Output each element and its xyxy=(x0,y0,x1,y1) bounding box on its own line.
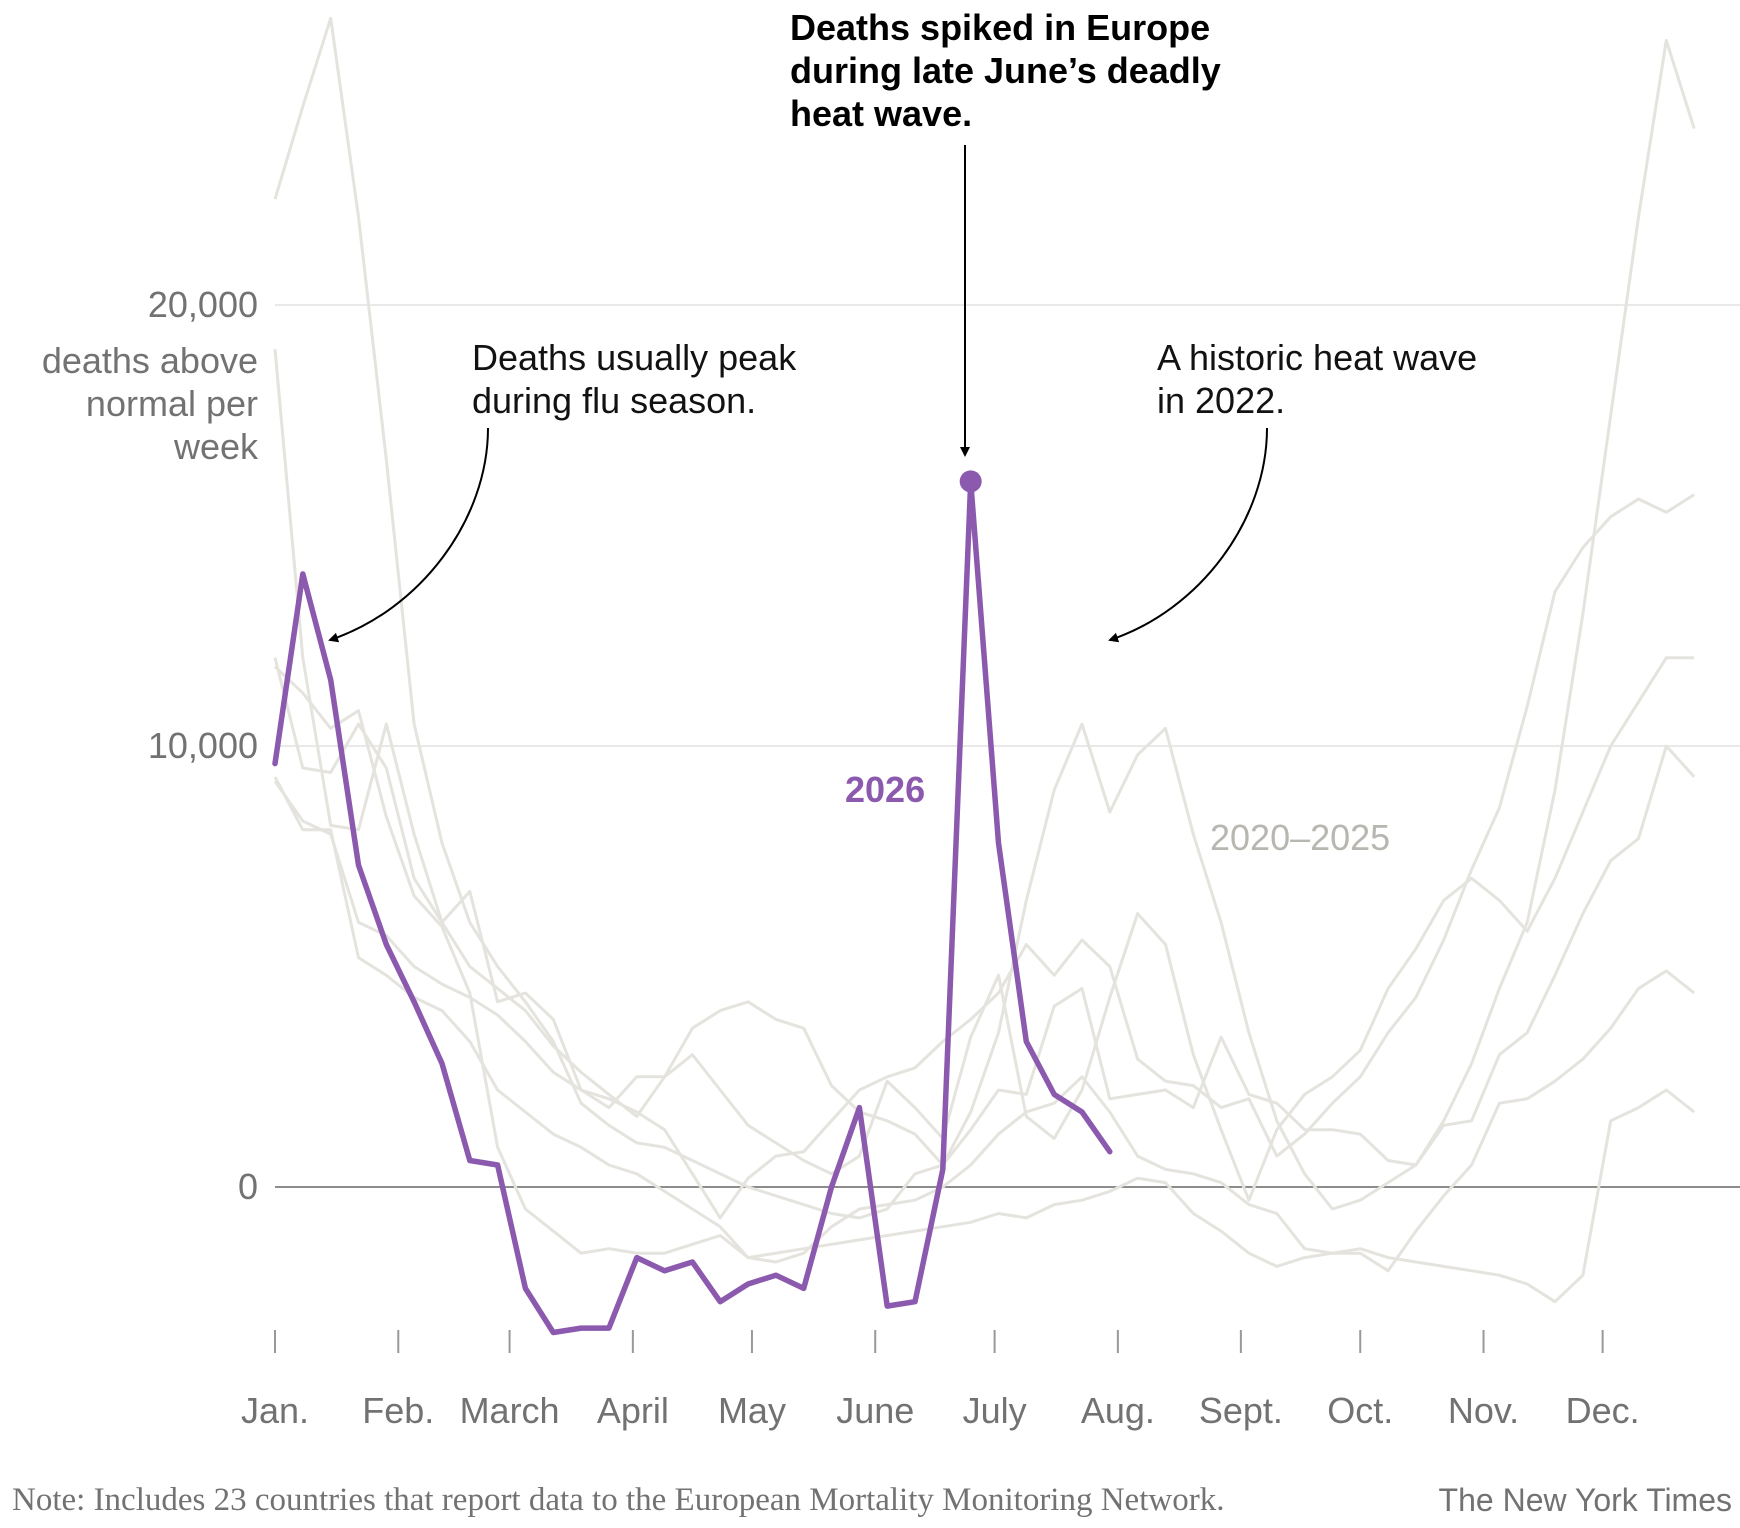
chart: 0 10,000 20,000 deaths above normal per we… xyxy=(42,7,1740,1431)
y-axis-label-line-1: deaths above xyxy=(42,340,258,381)
annotation-flu-arrow xyxy=(328,427,489,643)
x-tick-label: April xyxy=(597,1390,669,1431)
x-tick-label: June xyxy=(836,1390,914,1431)
annotation-historic-line-2: in 2022. xyxy=(1157,380,1285,421)
background-series-line xyxy=(273,348,1696,1167)
y-tick-label: 20,000 xyxy=(148,284,258,325)
annotation-historic-arrow xyxy=(1108,427,1268,643)
y-tick-labels: 0 10,000 20,000 xyxy=(148,284,258,1207)
x-tick-label: March xyxy=(460,1390,560,1431)
series-label-2026: 2026 xyxy=(845,769,925,810)
x-axis: Jan. Feb. March April May June July Aug. Sept. Oc… xyxy=(241,1330,1640,1431)
background-series-line xyxy=(273,656,1695,1202)
x-tick-label: Sept. xyxy=(1199,1390,1283,1431)
background-series-line xyxy=(273,776,1696,1273)
footer-note: Note: Includes 23 countries that report … xyxy=(12,1482,1225,1518)
y-axis-label-line-3: week xyxy=(173,426,259,467)
x-tick-label: Oct. xyxy=(1327,1390,1393,1431)
x-tick-label: July xyxy=(963,1390,1027,1431)
gridlines xyxy=(275,304,1740,1188)
annotation-historic-line-1: A historic heat wave xyxy=(1157,337,1477,378)
background-series-line xyxy=(273,493,1696,1220)
series-2026-peak-point xyxy=(959,470,982,493)
annotation-spike-line-3: heat wave. xyxy=(790,93,972,134)
x-tick-label: Feb. xyxy=(362,1390,434,1431)
series-2026-line xyxy=(272,478,1113,1336)
annotation-spike-line-2: during late June’s deadly xyxy=(790,50,1221,91)
x-tick-label: Dec. xyxy=(1566,1390,1640,1431)
y-tick-label: 0 xyxy=(238,1166,258,1207)
x-tick-label: Nov. xyxy=(1448,1390,1519,1431)
y-tick-label: 10,000 xyxy=(148,725,258,766)
annotation-flu-line-1: Deaths usually peak xyxy=(472,337,797,378)
annotation-flu-line-2: during flu season. xyxy=(472,380,756,421)
y-axis-label-line-2: normal per xyxy=(86,383,258,424)
background-lines-2020-2025 xyxy=(273,16,1696,1304)
background-series-line xyxy=(273,16,1696,1220)
x-tick-label: Aug. xyxy=(1081,1390,1155,1431)
x-tick-label: Jan. xyxy=(241,1390,309,1431)
footer-credit: The New York Times xyxy=(1438,1482,1732,1518)
annotation-spike-line-1: Deaths spiked in Europe xyxy=(790,7,1210,48)
x-tick-label: May xyxy=(718,1390,786,1431)
series-2026 xyxy=(272,470,1113,1336)
series-label-2020-2025: 2020–2025 xyxy=(1210,817,1390,858)
background-series-line xyxy=(273,665,1696,1304)
